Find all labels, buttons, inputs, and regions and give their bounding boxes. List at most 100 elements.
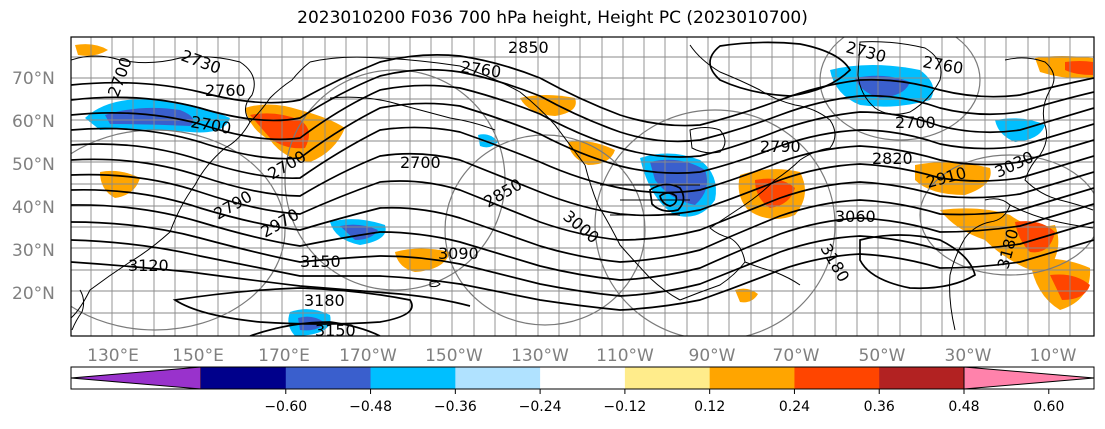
lon-tick-label: 170°E: [258, 346, 310, 366]
colorbar-tick-label: 0.48: [948, 399, 979, 415]
contour-label: 3150: [315, 321, 356, 340]
lon-tick-label: 130°W: [511, 346, 569, 366]
coast-alaska: [309, 56, 586, 166]
contour-line: [249, 321, 381, 336]
shade-orange-12: [735, 288, 758, 303]
shade-orange-8: [915, 162, 991, 195]
lat-tick-label: 60°N: [12, 112, 55, 132]
contour-label: 2700: [895, 113, 936, 132]
contour-line: [659, 192, 678, 207]
contour-label: 2760: [205, 81, 246, 100]
coast-north-america-west: [584, 164, 681, 301]
coast-philippines: [71, 289, 85, 331]
map-title: 2023010200 F036 700 hPa height, Height P…: [297, 8, 808, 28]
ring-circle: [594, 109, 836, 336]
lon-tick-label: 50°W: [859, 346, 906, 366]
lon-tick-label: 70°W: [773, 346, 820, 366]
colorbar-tick-label: 0.12: [694, 399, 725, 415]
lon-tick-label: 150°W: [425, 346, 483, 366]
colorbar-tick-label: −0.12: [603, 399, 646, 415]
shade-orange-4: [395, 248, 450, 272]
range-circles: [71, 37, 1094, 336]
coast-canada-east: [689, 44, 836, 161]
contour-label: 2820: [872, 149, 913, 168]
colorbar-swatch: [455, 367, 541, 389]
ring-circle: [819, 37, 981, 141]
colorbar-swatch: [709, 367, 795, 389]
ring-circle: [284, 69, 506, 291]
contour-line: [709, 41, 852, 97]
height-contours: [71, 41, 1094, 336]
contour-label: 3090: [438, 244, 479, 263]
ring-circle: [919, 154, 1094, 276]
colorbar-tick-label: −0.24: [519, 399, 562, 415]
longitude-labels: 130°E 150°E 170°E 170°W 150°W 130°W 110°…: [87, 346, 1077, 366]
contour-label: 3180: [304, 291, 345, 310]
colorbar-tick-label: 0.24: [779, 399, 810, 415]
colorbar-tick-label: 0.60: [1033, 399, 1064, 415]
contour-line: [71, 126, 1094, 194]
colorbar-swatch: [879, 367, 965, 389]
coast-greenland: [857, 41, 942, 115]
contour-line: [649, 183, 685, 212]
contour-label: 3150: [300, 252, 341, 271]
contour-label: 3120: [128, 256, 169, 275]
colorbar-tick-label: −0.36: [434, 399, 477, 415]
contour-label: 2700: [400, 153, 441, 172]
colorbar-swatch: [201, 367, 287, 389]
contour-line: [71, 187, 1094, 263]
contour-line: [71, 54, 1094, 127]
colorbar-swatch: [794, 367, 880, 389]
contour-line: [71, 102, 1094, 174]
colorbar-ticks: −0.60 −0.48 −0.36 −0.24 −0.12 0.12 0.24 0.36 0.4…: [264, 389, 1064, 415]
colorbar-swatch: [370, 367, 456, 389]
contour-line: [71, 84, 1094, 158]
shade-red-3: [1015, 221, 1055, 253]
shade-red-5: [1065, 61, 1093, 75]
coast-kamchatka: [249, 61, 311, 123]
colorbar-swatch: [540, 367, 626, 389]
contour-line: [859, 234, 976, 290]
contour-line: [71, 171, 1094, 241]
coast-hudson: [689, 127, 726, 154]
lon-tick-label: 10°W: [1030, 346, 1077, 366]
lon-tick-label: 170°W: [339, 346, 397, 366]
colorbar-frame: [70, 366, 1095, 390]
contour-line: [172, 287, 413, 325]
ring-circle: [444, 134, 646, 326]
map-panel: 2730 2700 2760 2700 2850 2760 2700 2790 …: [71, 37, 1094, 340]
coast-asia: [71, 55, 255, 319]
contour-label: 2790: [760, 137, 801, 156]
ring-circle: [71, 129, 286, 331]
colorbar-extend-low: [70, 366, 202, 390]
lon-tick-label: 30°W: [945, 346, 992, 366]
coast-iberia-africa: [949, 198, 1011, 331]
lat-tick-label: 70°N: [12, 69, 55, 89]
colorbar-swatch: [285, 367, 372, 389]
lat-tick-label: 20°N: [12, 284, 55, 304]
colorbar-tick-label: −0.60: [264, 399, 307, 415]
contour-line: [71, 152, 1094, 217]
contour-line: [71, 261, 471, 307]
lat-tick-label: 40°N: [12, 198, 55, 218]
shade-blue-dark-4: [650, 159, 708, 205]
shade-blue-dark-2: [340, 224, 378, 240]
contour-line: [71, 203, 1094, 281]
colorbar-swatch: [624, 367, 711, 389]
colorbar-tick-label: 0.36: [864, 399, 895, 415]
colorbar-extend-high: [963, 366, 1095, 390]
colorbar: −0.60 −0.48 −0.36 −0.24 −0.12 0.12 0.24 0.36 0.4…: [70, 366, 1095, 415]
coast-hawaii: [429, 280, 441, 288]
lat-tick-label: 50°N: [12, 155, 55, 175]
contour-label: 2850: [508, 38, 549, 57]
lon-tick-label: 90°W: [689, 346, 736, 366]
contour-line: [71, 239, 1094, 311]
shade-orange-2: [75, 44, 108, 56]
lon-tick-label: 130°E: [87, 346, 139, 366]
contour-line: [71, 221, 1094, 297]
contour-label: 3060: [835, 207, 876, 226]
coast-aleutians: [329, 96, 496, 131]
lat-tick-label: 30°N: [12, 241, 55, 261]
latitude-labels: 70°N 60°N 50°N 40°N 30°N 20°N: [12, 69, 55, 304]
